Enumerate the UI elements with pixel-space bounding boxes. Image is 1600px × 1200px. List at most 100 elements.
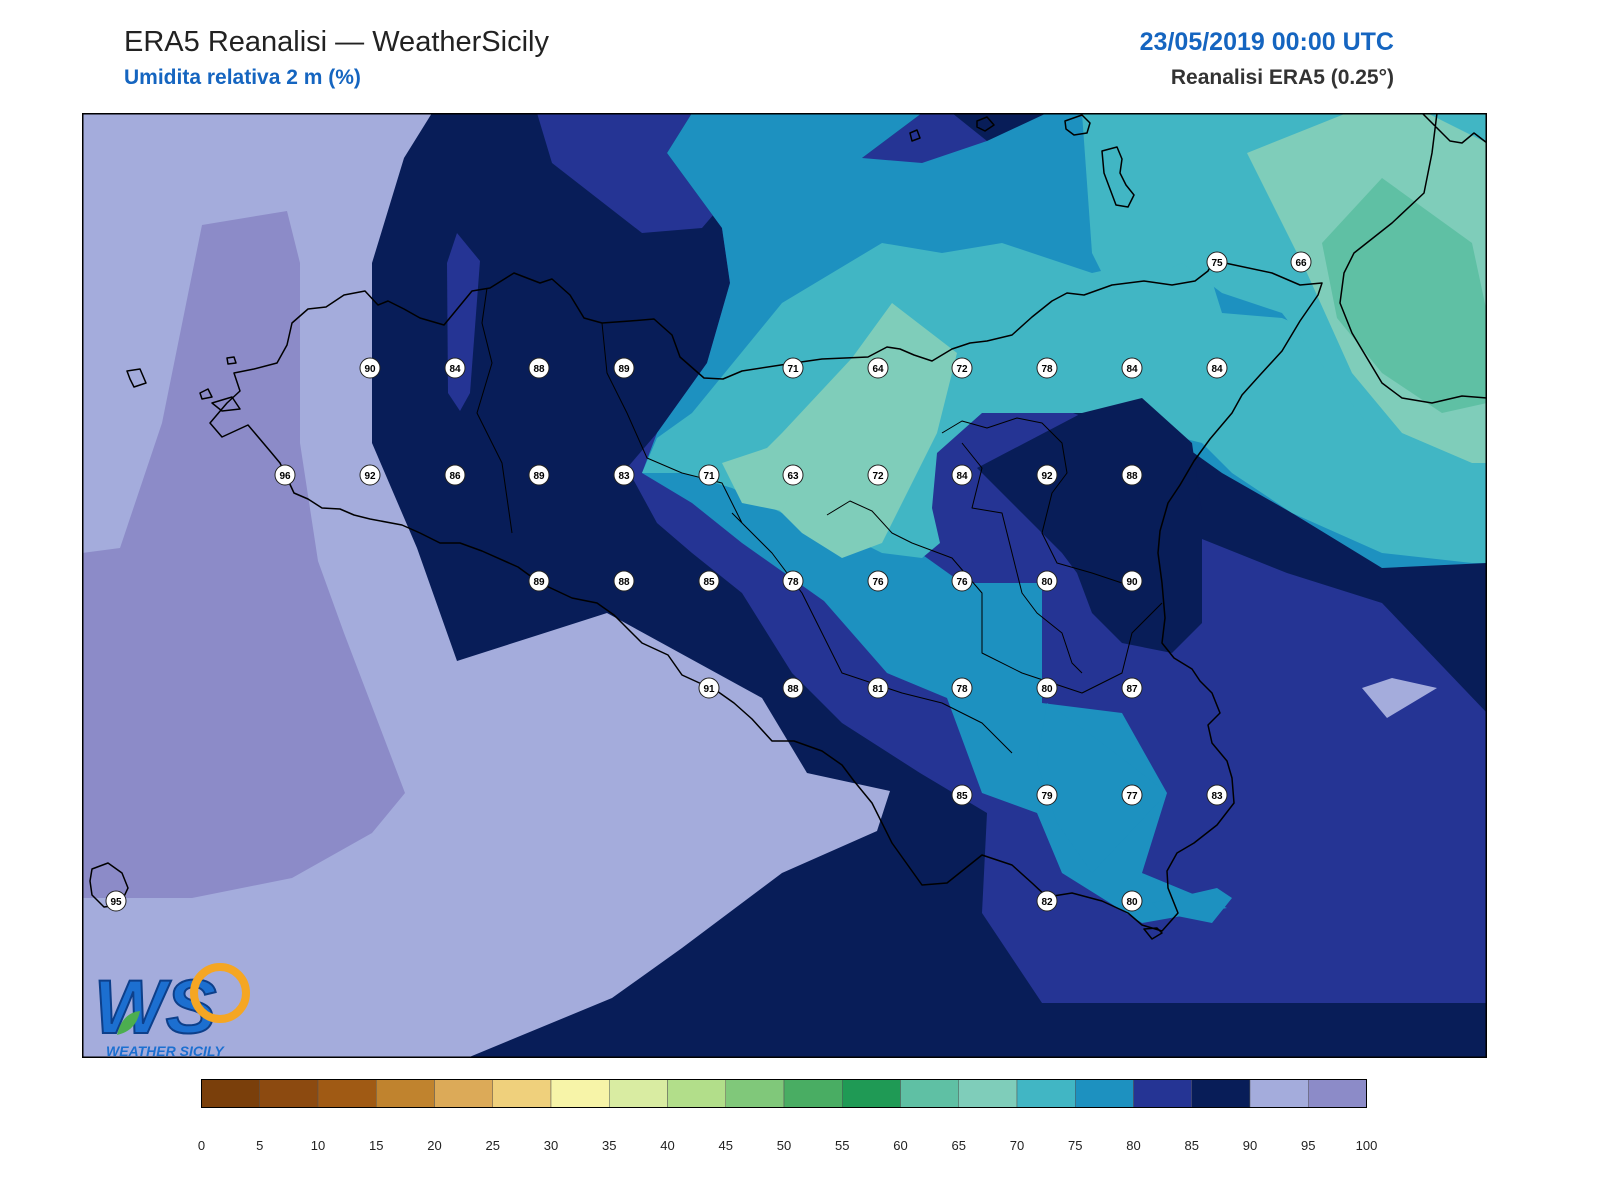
colorbar-cell (1191, 1079, 1251, 1108)
contour-80-85-south (1152, 888, 1232, 923)
colorbar-cell (1075, 1079, 1134, 1108)
station-marker (1036, 464, 1058, 486)
colorbar-cell (842, 1079, 901, 1108)
station-value: 89 (618, 364, 630, 375)
station-marker (698, 677, 720, 699)
station-value: 77 (1126, 791, 1138, 802)
station-value: 84 (449, 364, 461, 375)
colorbar-tick-label: 80 (1126, 1138, 1141, 1153)
station-marker (528, 357, 550, 379)
aeolian-islands (909, 114, 1135, 208)
colorbar-cell (783, 1079, 843, 1108)
colorbar (201, 1079, 1367, 1108)
station-marker (867, 677, 889, 699)
colorbar-cell (1308, 1079, 1367, 1108)
station-marker (951, 677, 973, 699)
station-value: 71 (703, 471, 715, 482)
station-value: 83 (618, 471, 630, 482)
colorbar-tick-label: 25 (485, 1138, 500, 1153)
station-value: 78 (956, 684, 968, 695)
malta-coast (1143, 927, 1163, 940)
colorbar-cell (201, 1079, 260, 1108)
station-value: 80 (1126, 897, 1138, 908)
station-value: 88 (533, 364, 545, 375)
station-marker (444, 357, 466, 379)
station-marker (359, 357, 381, 379)
contour-90-95-se (1362, 678, 1437, 718)
station-value: 75 (1211, 258, 1223, 269)
station-marker (698, 570, 720, 592)
colorbar-cell (609, 1079, 668, 1108)
colorbar-tick-label: 65 (951, 1138, 966, 1153)
station-value: 76 (956, 577, 968, 588)
colorbar-tick-label: 50 (776, 1138, 792, 1153)
station-value: 88 (1126, 471, 1138, 482)
colorbar-cell (1133, 1079, 1192, 1108)
station-marker (359, 464, 381, 486)
station-value: 66 (1295, 258, 1307, 269)
station-value: 84 (1126, 364, 1138, 375)
egadi-islands (126, 368, 241, 412)
station-value: 76 (872, 577, 884, 588)
station-value: 82 (1041, 897, 1053, 908)
colorbar-cell (900, 1079, 959, 1108)
colorbar-tick-label: 30 (543, 1138, 559, 1153)
station-marker (1121, 784, 1143, 806)
station-marker (867, 357, 889, 379)
station-marker (1121, 464, 1143, 486)
colorbar-tick-label: 20 (427, 1138, 442, 1153)
colorbar-tick-label: 75 (1068, 1138, 1083, 1153)
station-value: 91 (703, 684, 715, 695)
station-marker (867, 570, 889, 592)
colorbar-cell (725, 1079, 785, 1108)
station-value: 78 (1041, 364, 1053, 375)
colorbar-cell (1016, 1079, 1076, 1108)
colorbar-cells (201, 1079, 1367, 1108)
logo-leaf-icon (117, 1011, 140, 1035)
colorbar-cell (958, 1079, 1018, 1108)
colorbar-tick-label: 15 (369, 1138, 384, 1153)
station-marker (782, 464, 804, 486)
station-marker (1121, 890, 1143, 912)
station-value: 92 (364, 471, 376, 482)
contour-80-85-se (1037, 703, 1167, 873)
station-marker (613, 464, 635, 486)
station-value: 89 (533, 577, 545, 588)
station-marker (1036, 784, 1058, 806)
station-marker (444, 464, 466, 486)
colorbar-tick-label: 5 (256, 1138, 264, 1153)
station-value: 78 (787, 577, 799, 588)
data-source-label: Reanalisi ERA5 (0.25°) (1170, 66, 1394, 89)
colorbar-tick-label: 35 (602, 1138, 617, 1153)
station-marker (698, 464, 720, 486)
map-subtitle: Umidita relativa 2 m (%) (124, 66, 361, 89)
station-value: 72 (872, 471, 884, 482)
station-marker (1206, 357, 1228, 379)
station-value: 87 (1126, 684, 1138, 695)
map-datetime: 23/05/2019 00:00 UTC (1139, 28, 1394, 56)
station-value: 72 (956, 364, 968, 375)
map-title: ERA5 Reanalisi — WeatherSicily (124, 26, 549, 58)
station-markers: 75 66 90 84 88 89 71 64 72 78 84 84 96 92 86 89 83 71 63 72… (105, 251, 1312, 912)
station-marker (613, 357, 635, 379)
weathersicily-logo: WS WEATHER SICILY (93, 963, 250, 1058)
station-marker (1206, 784, 1228, 806)
colorbar-tick-label: 45 (718, 1138, 733, 1153)
station-marker (1121, 570, 1143, 592)
station-marker (1121, 677, 1143, 699)
station-marker (951, 570, 973, 592)
humidity-map: 75 66 90 84 88 89 71 64 72 78 84 84 96 92 86 89 83 71 63 72… (82, 113, 1487, 1058)
colorbar-cell (434, 1079, 493, 1108)
colorbar-cell (1249, 1079, 1309, 1108)
colorbar-tick-label: 40 (660, 1138, 675, 1153)
colorbar-cell (492, 1079, 552, 1108)
colorbar-cell (317, 1079, 377, 1108)
station-marker (528, 464, 550, 486)
contour-95-100-west (82, 211, 405, 898)
station-value: 84 (1211, 364, 1223, 375)
station-marker (867, 464, 889, 486)
colorbar-tick-label: 10 (310, 1138, 326, 1153)
colorbar-tick-label: 55 (835, 1138, 850, 1153)
colorbar-cell (667, 1079, 726, 1108)
contour-65-70-central (722, 443, 797, 511)
